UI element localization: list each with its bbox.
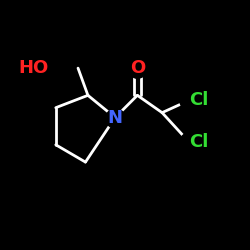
Text: O: O — [130, 59, 145, 77]
Text: Cl: Cl — [189, 133, 209, 151]
Text: Cl: Cl — [189, 91, 209, 109]
Text: HO: HO — [18, 59, 48, 77]
Text: N: N — [108, 108, 122, 126]
